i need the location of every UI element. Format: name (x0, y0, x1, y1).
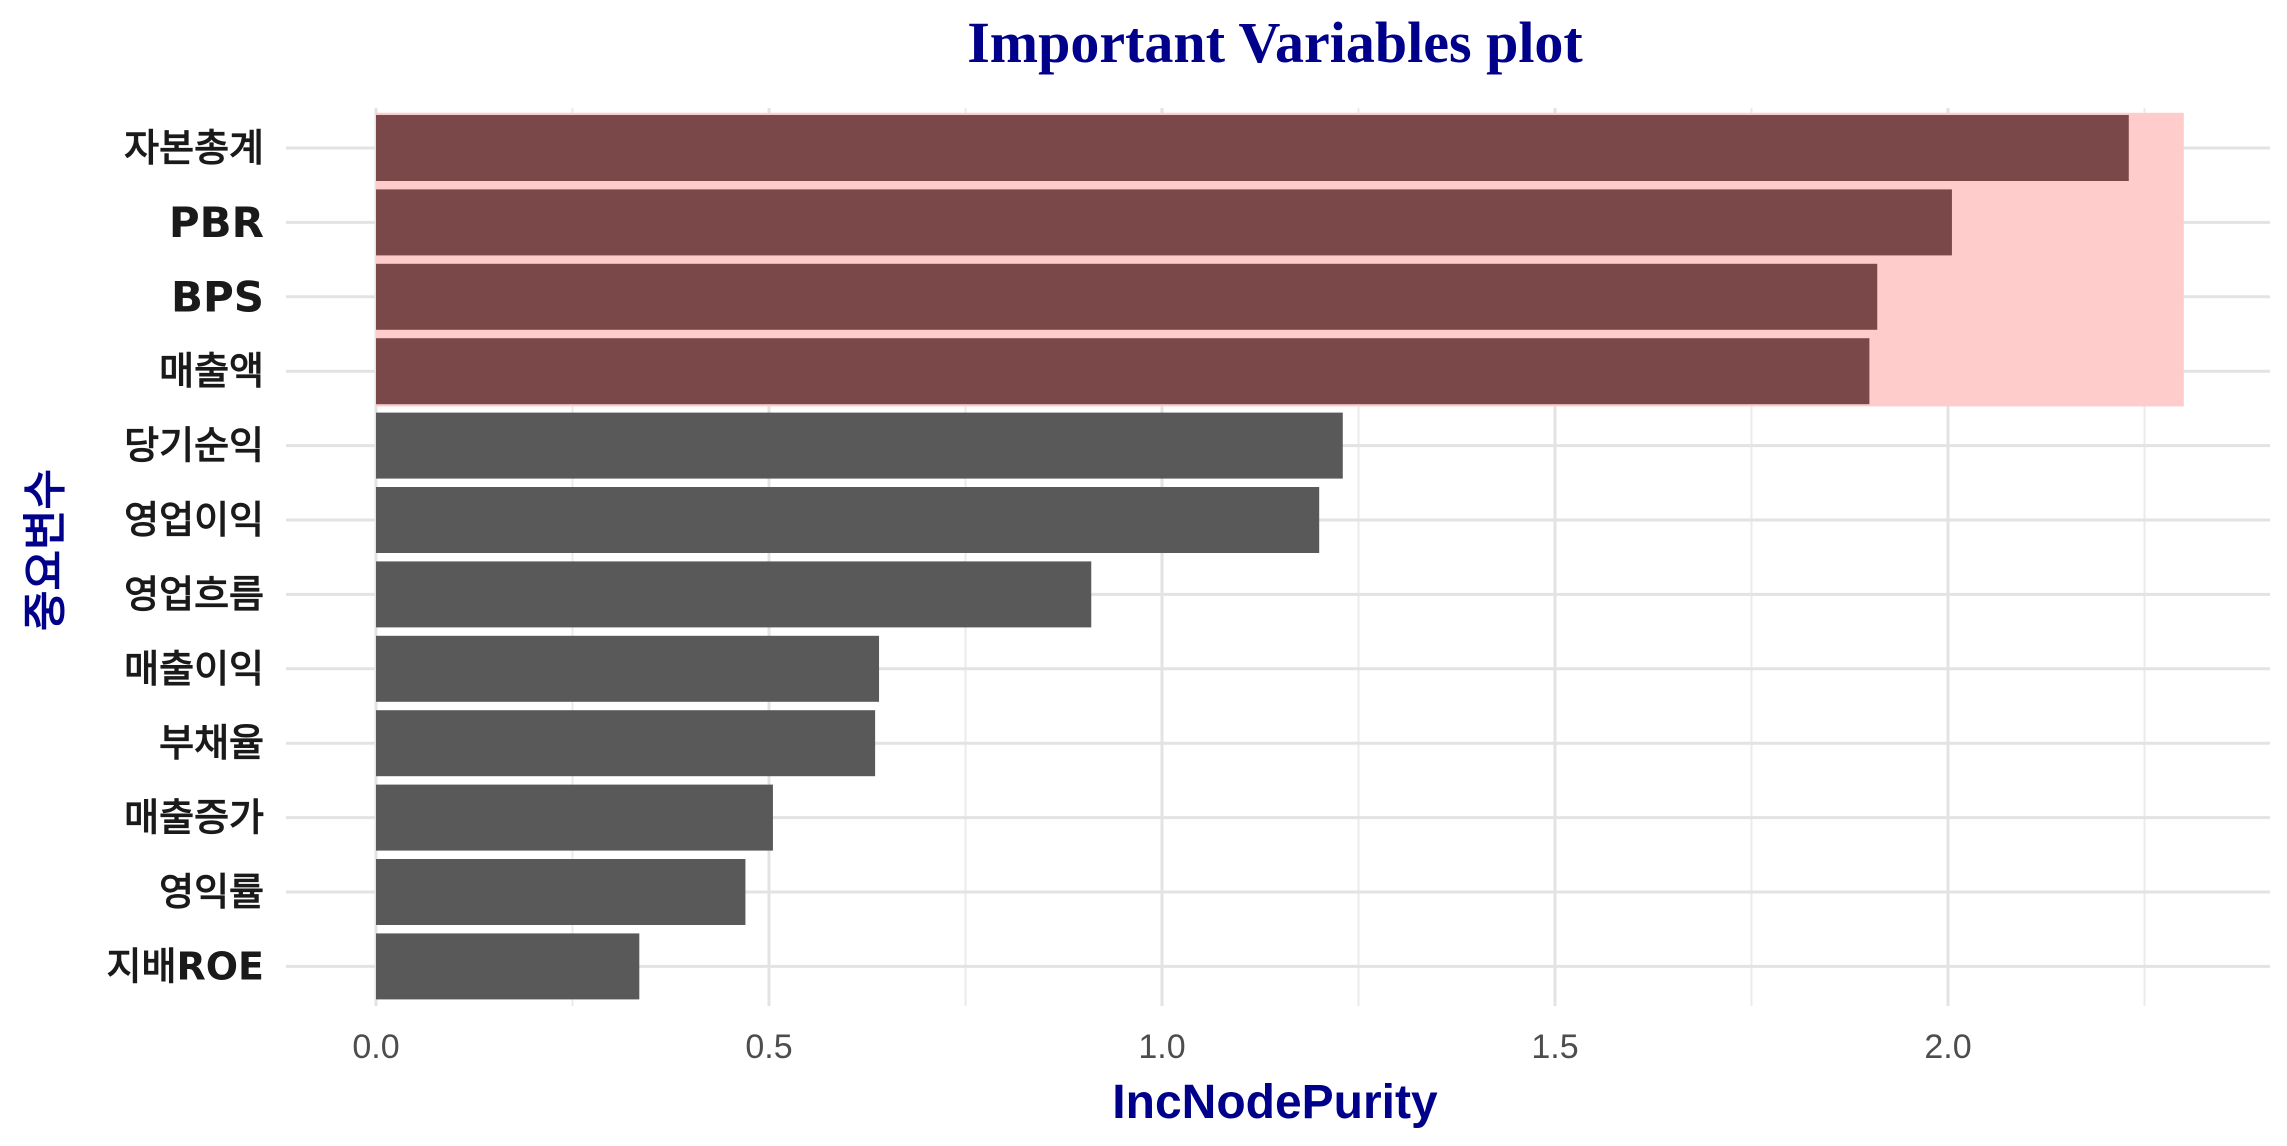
bar-3 (376, 338, 1870, 405)
bar-1 (376, 189, 1952, 256)
x-tick-label-2: 1.0 (1138, 1028, 1185, 1066)
chart-title: Important Variables plot (967, 10, 1583, 75)
y-tick-label-6: 영업흐름 (124, 572, 264, 616)
bar-6 (376, 561, 1092, 628)
y-axis-label: 중요변수 (20, 469, 71, 631)
bar-5 (376, 487, 1320, 553)
bar-11 (376, 933, 640, 1000)
bar-7 (376, 635, 880, 702)
y-tick-label-3: 매출액 (159, 349, 264, 393)
bar-8 (376, 710, 876, 777)
y-tick-labels: 자본총계 PBR BPS 매출액당기순익영업이익영업흐름매출이익부채율매출증가영익률지… (107, 126, 264, 988)
y-tick-label-5: 영업이익 (124, 498, 264, 542)
y-tick-label-0: 자본총계 (124, 126, 264, 170)
y-tick-label-7: 매출이익 (124, 647, 264, 691)
x-tick-label-4: 2.0 (1924, 1028, 1971, 1066)
y-tick-label-2: BPS (171, 272, 264, 321)
y-tick-label-8: 부채율 (159, 721, 264, 765)
bar-0 (376, 115, 2129, 181)
y-tick-label-10: 영익률 (159, 870, 264, 914)
y-tick-label-4: 당기순익 (124, 424, 264, 468)
y-tick-label-1: PBR (169, 198, 264, 247)
bar-4 (376, 412, 1343, 479)
x-tick-label-0: 0.0 (352, 1028, 399, 1066)
y-tick-label-11: 지배ROE (107, 944, 264, 988)
x-axis-label: IncNodePurity (1112, 1076, 1438, 1129)
x-tick-label-3: 1.5 (1531, 1028, 1578, 1066)
x-tick-label-1: 0.5 (745, 1028, 792, 1066)
bars-group (376, 115, 2129, 1000)
y-tick-label-9: 매출증가 (124, 796, 264, 840)
x-tick-labels: 0.0 0.5 1.0 1.5 2.0 (352, 1028, 1971, 1066)
bar-2 (376, 263, 1878, 330)
bar-10 (376, 859, 746, 925)
bar-9 (376, 784, 773, 851)
